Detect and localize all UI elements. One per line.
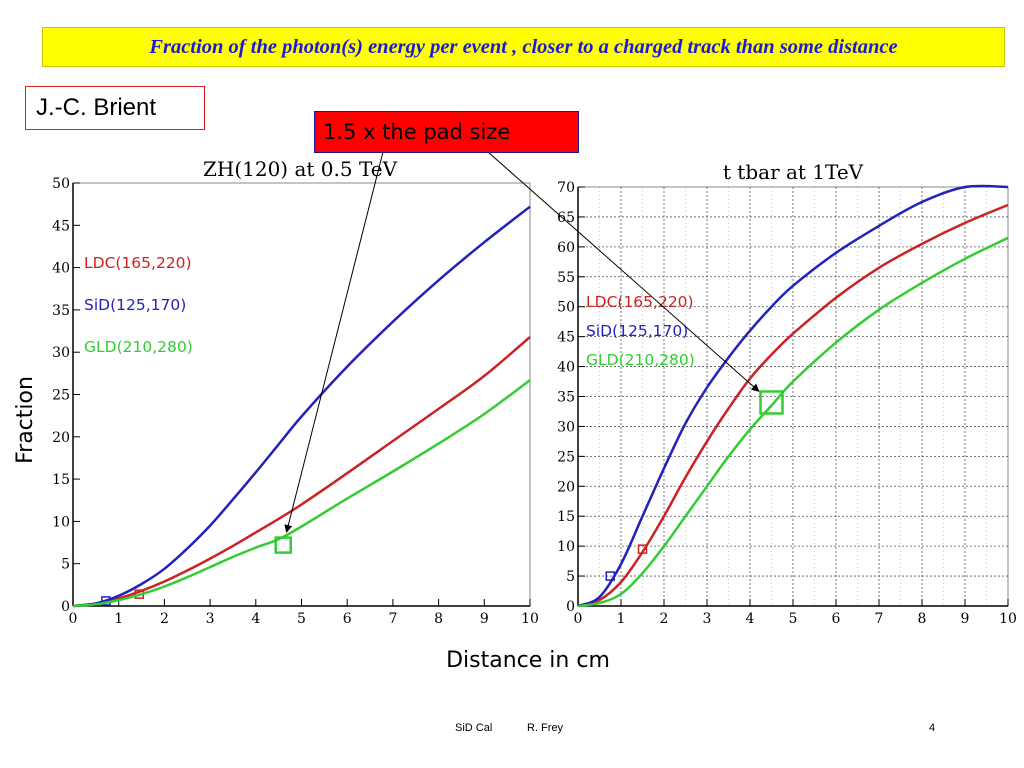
- y-tick-label: 5: [61, 557, 70, 573]
- y-tick-label: 35: [52, 303, 70, 319]
- x-tick-label: 9: [961, 611, 970, 627]
- y-tick-label: 25: [557, 449, 575, 465]
- slide-title-banner: Fraction of the photon(s) energy per eve…: [42, 27, 1005, 67]
- x-tick-label: 5: [789, 611, 798, 627]
- legend-sid-125-170: SiD(125,170): [586, 322, 688, 340]
- legend-gld-210-280: GLD(210,280): [586, 351, 695, 369]
- series-line-ldc-165-220: [72, 336, 531, 608]
- x-tick-label: 0: [574, 611, 583, 627]
- y-tick-label: 40: [557, 360, 575, 376]
- annotation-arrow: [284, 151, 384, 533]
- x-tick-label: 1: [617, 611, 626, 627]
- series-line-gld-210-280: [577, 236, 1009, 608]
- y-tick-label: 35: [557, 390, 575, 406]
- pad-size-label: 1.5 x the pad size: [323, 120, 511, 144]
- y-tick-label: 30: [557, 419, 575, 435]
- legend-gld-210-280: GLD(210,280): [84, 338, 193, 356]
- y-tick-label: 15: [557, 509, 575, 525]
- x-tick-label: 8: [918, 611, 927, 627]
- y-tick-label: 5: [566, 569, 575, 585]
- x-tick-label: 10: [999, 611, 1017, 627]
- x-tick-label: 6: [832, 611, 841, 627]
- series-line-ldc-165-220: [577, 203, 1009, 608]
- chart-title: t tbar at 1TeV: [723, 160, 864, 184]
- x-tick-label: 3: [703, 611, 712, 627]
- y-tick-label: 50: [52, 176, 70, 192]
- series-line-sid-125-170: [72, 205, 531, 608]
- y-tick-label: 65: [557, 210, 575, 226]
- pad-size-annotation: 1.5 x the pad size: [314, 111, 579, 153]
- x-tick-label: 1: [114, 611, 123, 627]
- x-tick-label: 10: [521, 611, 539, 627]
- y-tick-label: 25: [52, 388, 70, 404]
- y-tick-label: 15: [52, 472, 70, 488]
- marker-ldc-165-220: [637, 544, 648, 554]
- chart-title: ZH(120) at 0.5 TeV: [203, 157, 398, 181]
- y-tick-label: 20: [557, 479, 575, 495]
- x-tick-label: 6: [343, 611, 352, 627]
- y-tick-label: 30: [52, 345, 70, 361]
- y-axis-label: Fraction: [13, 376, 38, 464]
- x-tick-label: 4: [746, 611, 755, 627]
- annotation-arrows: [284, 151, 760, 533]
- x-tick-label: 5: [297, 611, 306, 627]
- annotation-arrow: [487, 151, 760, 392]
- x-tick-label: 7: [875, 611, 884, 627]
- y-tick-label: 10: [52, 514, 70, 530]
- y-tick-label: 70: [557, 180, 575, 196]
- series-line-sid-125-170: [577, 184, 1009, 608]
- y-tick-label: 60: [557, 240, 575, 256]
- x-tick-label: 9: [480, 611, 489, 627]
- x-tick-label: 7: [388, 611, 397, 627]
- footer-source: SiD Cal: [455, 722, 493, 734]
- y-tick-label: 10: [557, 539, 575, 555]
- author-name: J.-C. Brient: [36, 94, 157, 121]
- y-tick-label: 0: [61, 599, 70, 615]
- author-box: J.-C. Brient: [25, 86, 205, 130]
- marker-sid-125-170: [605, 571, 615, 581]
- y-tick-label: 50: [557, 300, 575, 316]
- marker-gld-210-280: [274, 536, 292, 554]
- legend-ldc-165-220: LDC(165,220): [84, 254, 192, 272]
- plot-area: [72, 182, 531, 607]
- x-tick-label: 2: [660, 611, 669, 627]
- legend-sid-125-170: SiD(125,170): [84, 296, 186, 314]
- page-number: 4: [929, 722, 936, 734]
- marker-gld-210-280: [759, 390, 784, 415]
- y-tick-label: 20: [52, 430, 70, 446]
- y-tick-label: 40: [52, 261, 70, 277]
- y-tick-label: 0: [566, 599, 575, 615]
- x-axis-label: Distance in cm: [446, 648, 610, 673]
- x-tick-label: 8: [434, 611, 443, 627]
- slide-title: Fraction of the photon(s) energy per eve…: [149, 35, 898, 58]
- footer-author: R. Frey: [527, 722, 564, 734]
- legend-ldc-165-220: LDC(165,220): [586, 293, 694, 311]
- series-line-gld-210-280: [72, 379, 531, 608]
- y-tick-label: 55: [557, 270, 575, 286]
- y-tick-label: 45: [52, 218, 70, 234]
- y-tick-label: 45: [557, 330, 575, 346]
- x-tick-label: 0: [69, 611, 78, 627]
- x-tick-label: 3: [206, 611, 215, 627]
- x-tick-label: 2: [160, 611, 169, 627]
- x-tick-label: 4: [251, 611, 260, 627]
